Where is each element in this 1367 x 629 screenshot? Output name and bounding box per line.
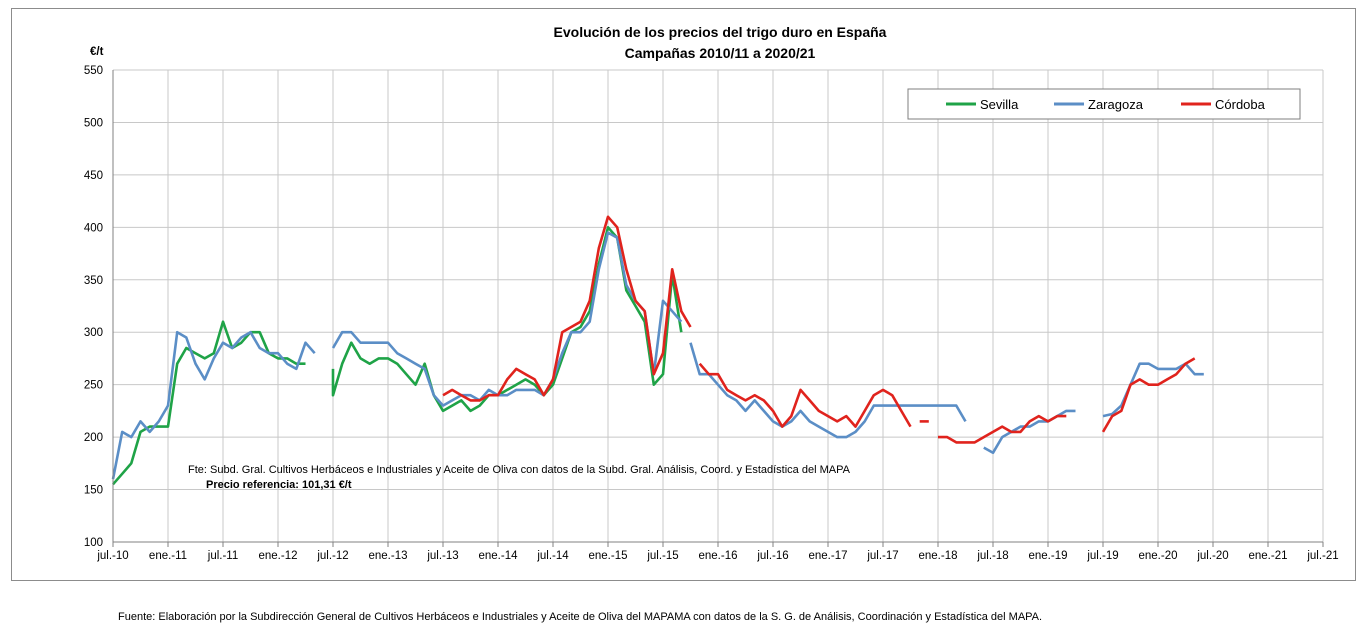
chart-title: Evolución de los precios del trigo duro … <box>554 24 887 40</box>
x-tick-label: jul.-14 <box>536 550 569 562</box>
y-axis-unit: €/t <box>90 46 104 58</box>
x-tick-label: jul.-11 <box>207 550 238 562</box>
chart-subtitle: Campañas 2010/11 a 2020/21 <box>625 45 816 61</box>
y-tick-label: 150 <box>84 485 103 497</box>
series-line-zaragoza <box>111 330 316 480</box>
y-tick-label: 550 <box>84 65 103 77</box>
y-tick-label: 400 <box>84 222 103 234</box>
y-tick-label: 500 <box>84 117 103 129</box>
axis-layer: 100 150 200 250 300 350 400 450 500 550 jul.-10 ene… <box>84 65 1339 562</box>
legend: Sevilla Zaragoza Córdoba <box>907 88 1301 120</box>
x-tick-label: jul.-21 <box>1306 550 1338 562</box>
chart-frame: 100 150 200 250 300 350 400 450 500 550 jul.-10 ene… <box>11 8 1356 581</box>
y-tick-label: 300 <box>84 327 103 339</box>
x-tick-label: ene.-21 <box>1248 550 1287 562</box>
grid-layer <box>112 69 1324 543</box>
y-tick-label: 450 <box>84 170 103 182</box>
x-tick-label: jul.-20 <box>1196 550 1228 562</box>
x-tick-label: ene.-18 <box>918 550 957 562</box>
x-tick-label: jul.-13 <box>426 550 458 562</box>
series-line-sevilla <box>331 226 683 413</box>
x-tick-label: jul.-12 <box>316 550 348 562</box>
series-line-zaragoza <box>689 342 967 439</box>
y-tick-label: 350 <box>84 275 103 287</box>
legend-label-crdoba: Córdoba <box>1215 97 1266 112</box>
legend-label-zaragoza: Zaragoza <box>1088 97 1144 112</box>
line-chart: 100 150 200 250 300 350 400 450 500 550 jul.-10 ene… <box>84 24 1339 562</box>
reference-price-note: Precio referencia: 101,31 €/t <box>206 479 352 491</box>
source-note: Fte: Subd. Gral. Cultivos Herbáceos e In… <box>188 464 851 476</box>
series-line-zaragoza <box>983 409 1076 455</box>
x-tick-label: ene.-14 <box>478 550 518 562</box>
x-tick-label: jul.-18 <box>976 550 1008 562</box>
y-tick-label: 250 <box>84 380 103 392</box>
series-layer <box>111 215 1204 486</box>
series-line-crdoba <box>442 215 692 402</box>
series-line-crdoba <box>938 414 1067 444</box>
series-line-zaragoza <box>1102 362 1204 418</box>
series-line-crdoba <box>698 362 912 428</box>
x-tick-label: jul.-15 <box>646 550 678 562</box>
x-tick-label: ene.-11 <box>149 550 187 562</box>
x-tick-label: jul.-10 <box>96 550 128 562</box>
series-line-crdoba <box>1101 357 1196 433</box>
source-footer: Fuente: Elaboración por la Subdirección … <box>118 611 1043 623</box>
x-tick-label: ene.-19 <box>1028 550 1067 562</box>
x-tick-label: ene.-12 <box>258 550 297 562</box>
series-line-sevilla <box>112 320 306 486</box>
x-tick-label: ene.-15 <box>588 550 627 562</box>
series-line-zaragoza <box>331 231 683 407</box>
x-tick-label: jul.-17 <box>866 550 898 562</box>
y-tick-label: 100 <box>84 537 103 549</box>
x-tick-label: ene.-20 <box>1138 550 1177 562</box>
x-tick-label: ene.-13 <box>368 550 407 562</box>
x-tick-label: ene.-16 <box>698 550 737 562</box>
x-tick-label: jul.-16 <box>756 550 788 562</box>
y-tick-label: 200 <box>84 432 103 444</box>
x-tick-label: ene.-17 <box>808 550 847 562</box>
x-tick-label: jul.-19 <box>1086 550 1118 562</box>
legend-label-sevilla: Sevilla <box>980 97 1019 112</box>
